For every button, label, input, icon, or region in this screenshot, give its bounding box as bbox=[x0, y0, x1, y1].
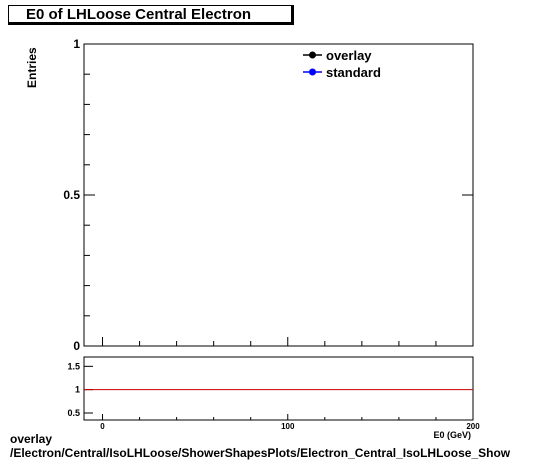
ratio-plot-frame bbox=[83, 356, 474, 421]
ratio-x-tick-label: 0 bbox=[100, 422, 105, 431]
y-tick-label: 1 bbox=[73, 37, 80, 51]
ratio-y-tick-label: 0.5 bbox=[67, 408, 80, 418]
main-plot-border bbox=[83, 43, 474, 347]
footer-label: overlay bbox=[10, 432, 53, 446]
legend-marker-overlay bbox=[309, 51, 316, 59]
footer-path: /Electron/Central/IsoLHLoose/ShowerShape… bbox=[10, 446, 511, 460]
y-axis-label: Entries bbox=[25, 47, 39, 88]
y-tick-label: 0 bbox=[73, 339, 80, 353]
chart-title: E0 of LHLoose Central Electron bbox=[26, 6, 252, 23]
legend: overlay standard bbox=[303, 48, 381, 80]
legend-label-overlay: overlay bbox=[326, 48, 372, 63]
ratio-x-tick-label: 100 bbox=[281, 422, 295, 431]
main-y-axis: 00.51 bbox=[63, 37, 473, 353]
ratio-plot-border bbox=[83, 356, 474, 421]
legend-marker-standard bbox=[309, 68, 316, 76]
main-x-axis bbox=[102, 337, 474, 346]
legend-label-standard: standard bbox=[326, 65, 381, 80]
y-tick-label: 0.5 bbox=[63, 188, 80, 202]
ratio-x-axis: 0 100 200 bbox=[100, 414, 480, 431]
ratio-x-tick-label: 200 bbox=[466, 422, 480, 431]
ratio-y-tick-label: 1.5 bbox=[67, 361, 80, 371]
ratio-y-tick-label: 1 bbox=[75, 385, 80, 395]
title-box bbox=[8, 5, 294, 25]
main-plot-frame bbox=[83, 43, 474, 347]
x-axis-label: E0 (GeV) bbox=[433, 430, 471, 440]
